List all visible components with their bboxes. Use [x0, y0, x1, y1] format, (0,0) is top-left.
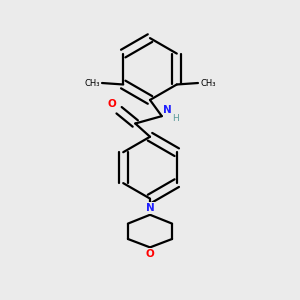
Text: CH₃: CH₃ [200, 79, 216, 88]
Text: CH₃: CH₃ [84, 79, 100, 88]
Text: H: H [172, 114, 179, 123]
Text: O: O [108, 99, 117, 109]
Text: N: N [146, 203, 154, 213]
Text: N: N [163, 105, 172, 115]
Text: O: O [146, 249, 154, 259]
